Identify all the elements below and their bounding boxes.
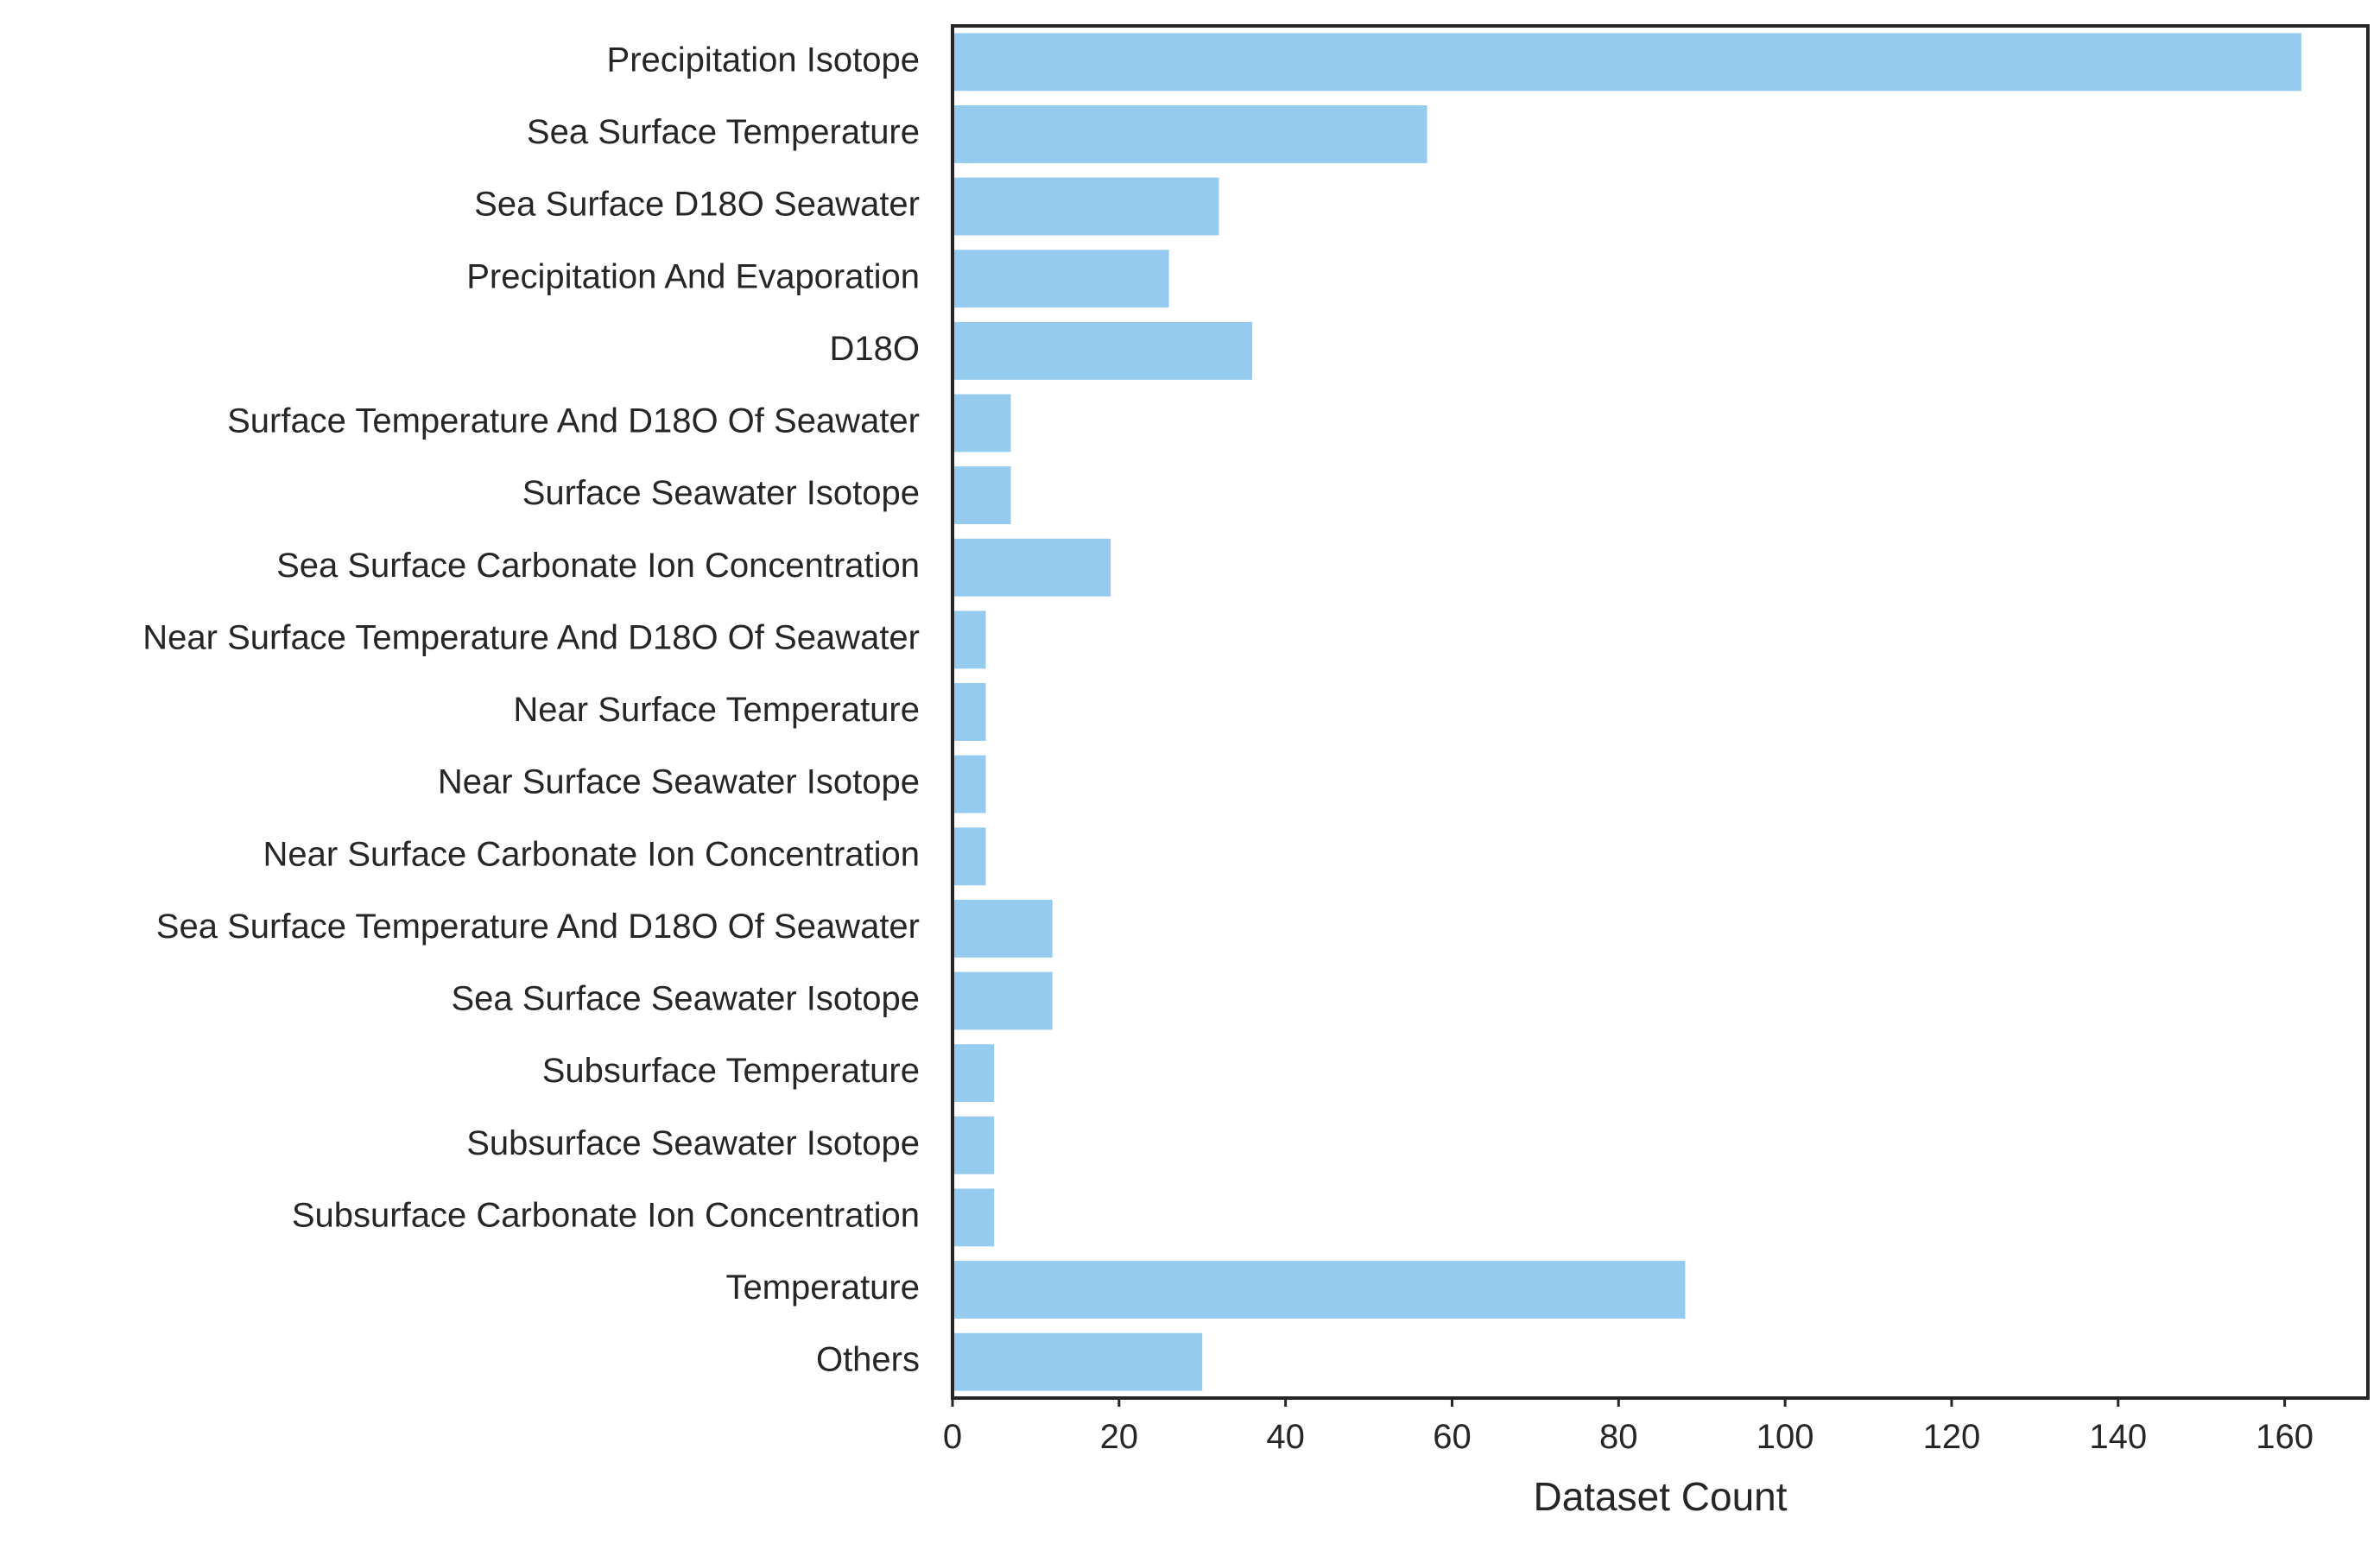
x-axis-title: Dataset Count [1533, 1474, 1787, 1519]
bar [953, 827, 986, 886]
category-label: Sea Surface Seawater Isotope [451, 980, 920, 1018]
x-tick-label: 120 [1923, 1418, 1981, 1456]
x-tick-label: 140 [2089, 1418, 2147, 1456]
bar [953, 1188, 995, 1247]
category-label: Sea Surface Temperature And D18O Of Seaw… [156, 908, 920, 946]
plot-frame [951, 24, 2370, 1400]
bars-layer [953, 33, 2301, 1391]
bar [953, 899, 1053, 958]
bar [953, 104, 1427, 163]
category-label: Precipitation Isotope [607, 41, 920, 79]
bar [953, 1116, 995, 1174]
bar [953, 394, 1011, 452]
category-label: Subsurface Temperature [542, 1052, 920, 1090]
x-tick-label: 80 [1599, 1418, 1638, 1456]
category-label: D18O [830, 330, 921, 368]
bar [953, 1332, 1203, 1391]
x-tick-label: 20 [1100, 1418, 1139, 1456]
bar [953, 250, 1169, 308]
bar [953, 538, 1111, 597]
bar [953, 683, 986, 741]
category-label: Subsurface Carbonate Ion Concentration [292, 1196, 920, 1234]
category-label: Near Surface Temperature [513, 691, 920, 729]
x-tick-label: 40 [1266, 1418, 1305, 1456]
bar [953, 321, 1253, 380]
category-label: Precipitation And Evaporation [466, 257, 920, 295]
x-tick-label: 60 [1433, 1418, 1472, 1456]
category-label: Sea Surface Temperature [527, 113, 920, 151]
category-label: Subsurface Seawater Isotope [466, 1124, 920, 1162]
category-label: Temperature [725, 1269, 920, 1307]
x-axis-ticks: 0 20 40 60 80 100 120 140 160 [943, 1398, 2314, 1456]
x-tick-label: 160 [2256, 1418, 2314, 1456]
bar [953, 466, 1011, 525]
category-label: Others [816, 1341, 920, 1379]
bar [953, 1261, 1686, 1319]
category-label: Sea Surface D18O Seawater [474, 186, 920, 224]
bar [953, 1044, 995, 1103]
category-label: Near Surface Carbonate Ion Concentration [263, 835, 920, 873]
bar [953, 611, 986, 669]
category-label: Near Surface Seawater Isotope [438, 763, 920, 801]
x-tick-label: 0 [943, 1418, 962, 1456]
category-label: Surface Seawater Isotope [522, 474, 920, 512]
category-labels: Precipitation Isotope Sea Surface Tempera… [142, 41, 920, 1378]
bar [953, 755, 986, 813]
category-label: Sea Surface Carbonate Ion Concentration [276, 547, 920, 585]
bar [953, 971, 1053, 1030]
bar [953, 177, 1219, 236]
category-label: Surface Temperature And D18O Of Seawater [227, 402, 920, 440]
x-tick-label: 100 [1757, 1418, 1814, 1456]
bar [953, 33, 2301, 92]
category-label: Near Surface Temperature And D18O Of Sea… [142, 618, 920, 656]
